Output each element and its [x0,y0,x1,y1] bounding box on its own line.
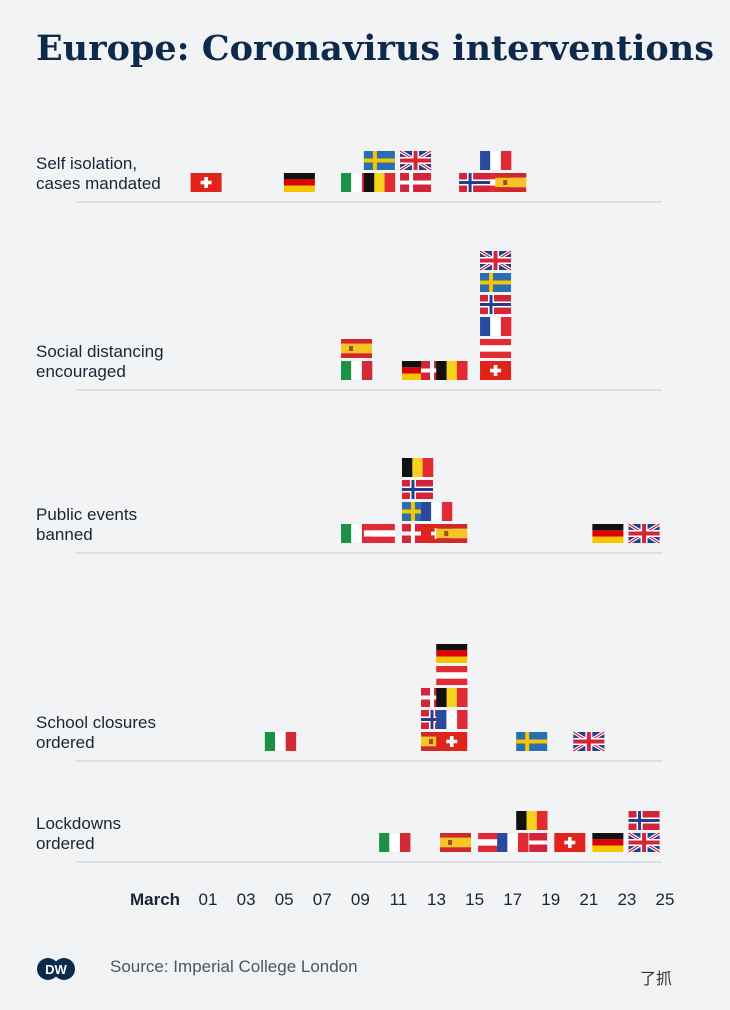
flag-sweden [516,732,548,751]
dw-logo: DW [37,958,75,980]
flag-belgium [363,173,396,192]
flag-austria [436,666,468,685]
x-axis-label: March [130,890,180,909]
category-label: Public events [36,505,137,524]
flag-france [421,501,453,522]
flag-italy [341,360,373,381]
x-tick-label: 05 [275,890,294,909]
flag-sweden [363,151,395,170]
flag-italy [264,731,297,752]
flag-sweden [480,273,512,292]
category-label: cases mandated [36,174,161,193]
x-tick-label: 21 [579,890,598,909]
flag-spain [436,524,468,543]
flag-spain [440,833,472,852]
category-label: School closures [36,713,156,732]
flag-belgium [516,811,548,830]
category-label: ordered [36,733,95,752]
flag-norway [480,295,512,314]
flag-france [480,316,512,337]
category-label: Social distancing [36,342,164,361]
flag-switzerland [436,732,468,751]
flag-uk [627,831,661,854]
flag-switzerland [554,833,586,852]
flag-france [497,832,529,853]
flag-germany [401,361,433,380]
x-tick-label: 15 [465,890,484,909]
x-tick-label: 01 [199,890,218,909]
x-tick-label: 19 [541,890,560,909]
flag-germany [592,833,624,852]
flag-belgium [436,361,468,380]
flag-austria [363,524,395,543]
source-note: Source: Imperial College London [110,957,358,976]
category-row: Self isolation,cases mandated [36,149,662,203]
flag-uk [399,149,432,172]
flag-norway [401,480,433,499]
flag-denmark [400,173,432,192]
x-tick-label: 25 [656,890,675,909]
category-label: ordered [36,834,95,853]
chart-rows: Self isolation,cases mandated Social dist… [36,149,662,863]
x-axis: March 01 03 05 07 09 11 13 15 17 19 21 23 25 [130,890,674,909]
flag-uk [627,522,661,545]
x-tick-label: 23 [617,890,636,909]
chart-plot: Self isolation,cases mandated Social dist… [36,149,674,909]
flag-france [436,709,468,730]
flag-germany [436,644,468,663]
category-label: Lockdowns [36,814,121,833]
flag-belgium [401,458,434,477]
x-tick-label: 13 [427,890,446,909]
flag-austria [478,833,510,852]
x-tick-label: 09 [351,890,370,909]
flag-belgium [436,688,468,707]
flag-uk [572,730,606,753]
chart-title: Europe: Coronavirus interventions [36,28,714,69]
x-tick-label: 07 [313,890,332,909]
category-label: Self isolation, [36,154,137,173]
flag-austria [480,339,512,358]
watermark: 了抓 [640,971,673,988]
flag-spain [341,339,373,358]
dw-logo-text: DW [45,962,67,977]
flag-spain [495,173,527,192]
flag-italy [379,832,411,853]
x-tick-label: 17 [503,890,522,909]
category-label: banned [36,525,93,544]
flag-norway [628,811,660,830]
x-tick-label: 03 [237,890,256,909]
flag-germany [592,524,624,543]
category-label: encouraged [36,362,126,381]
flag-switzerland [190,173,222,192]
flag-germany [283,173,315,192]
flag-uk [479,249,512,272]
flag-france [480,150,512,171]
x-tick-label: 11 [390,890,408,909]
flag-switzerland [480,361,512,380]
flag-norway [459,173,491,192]
